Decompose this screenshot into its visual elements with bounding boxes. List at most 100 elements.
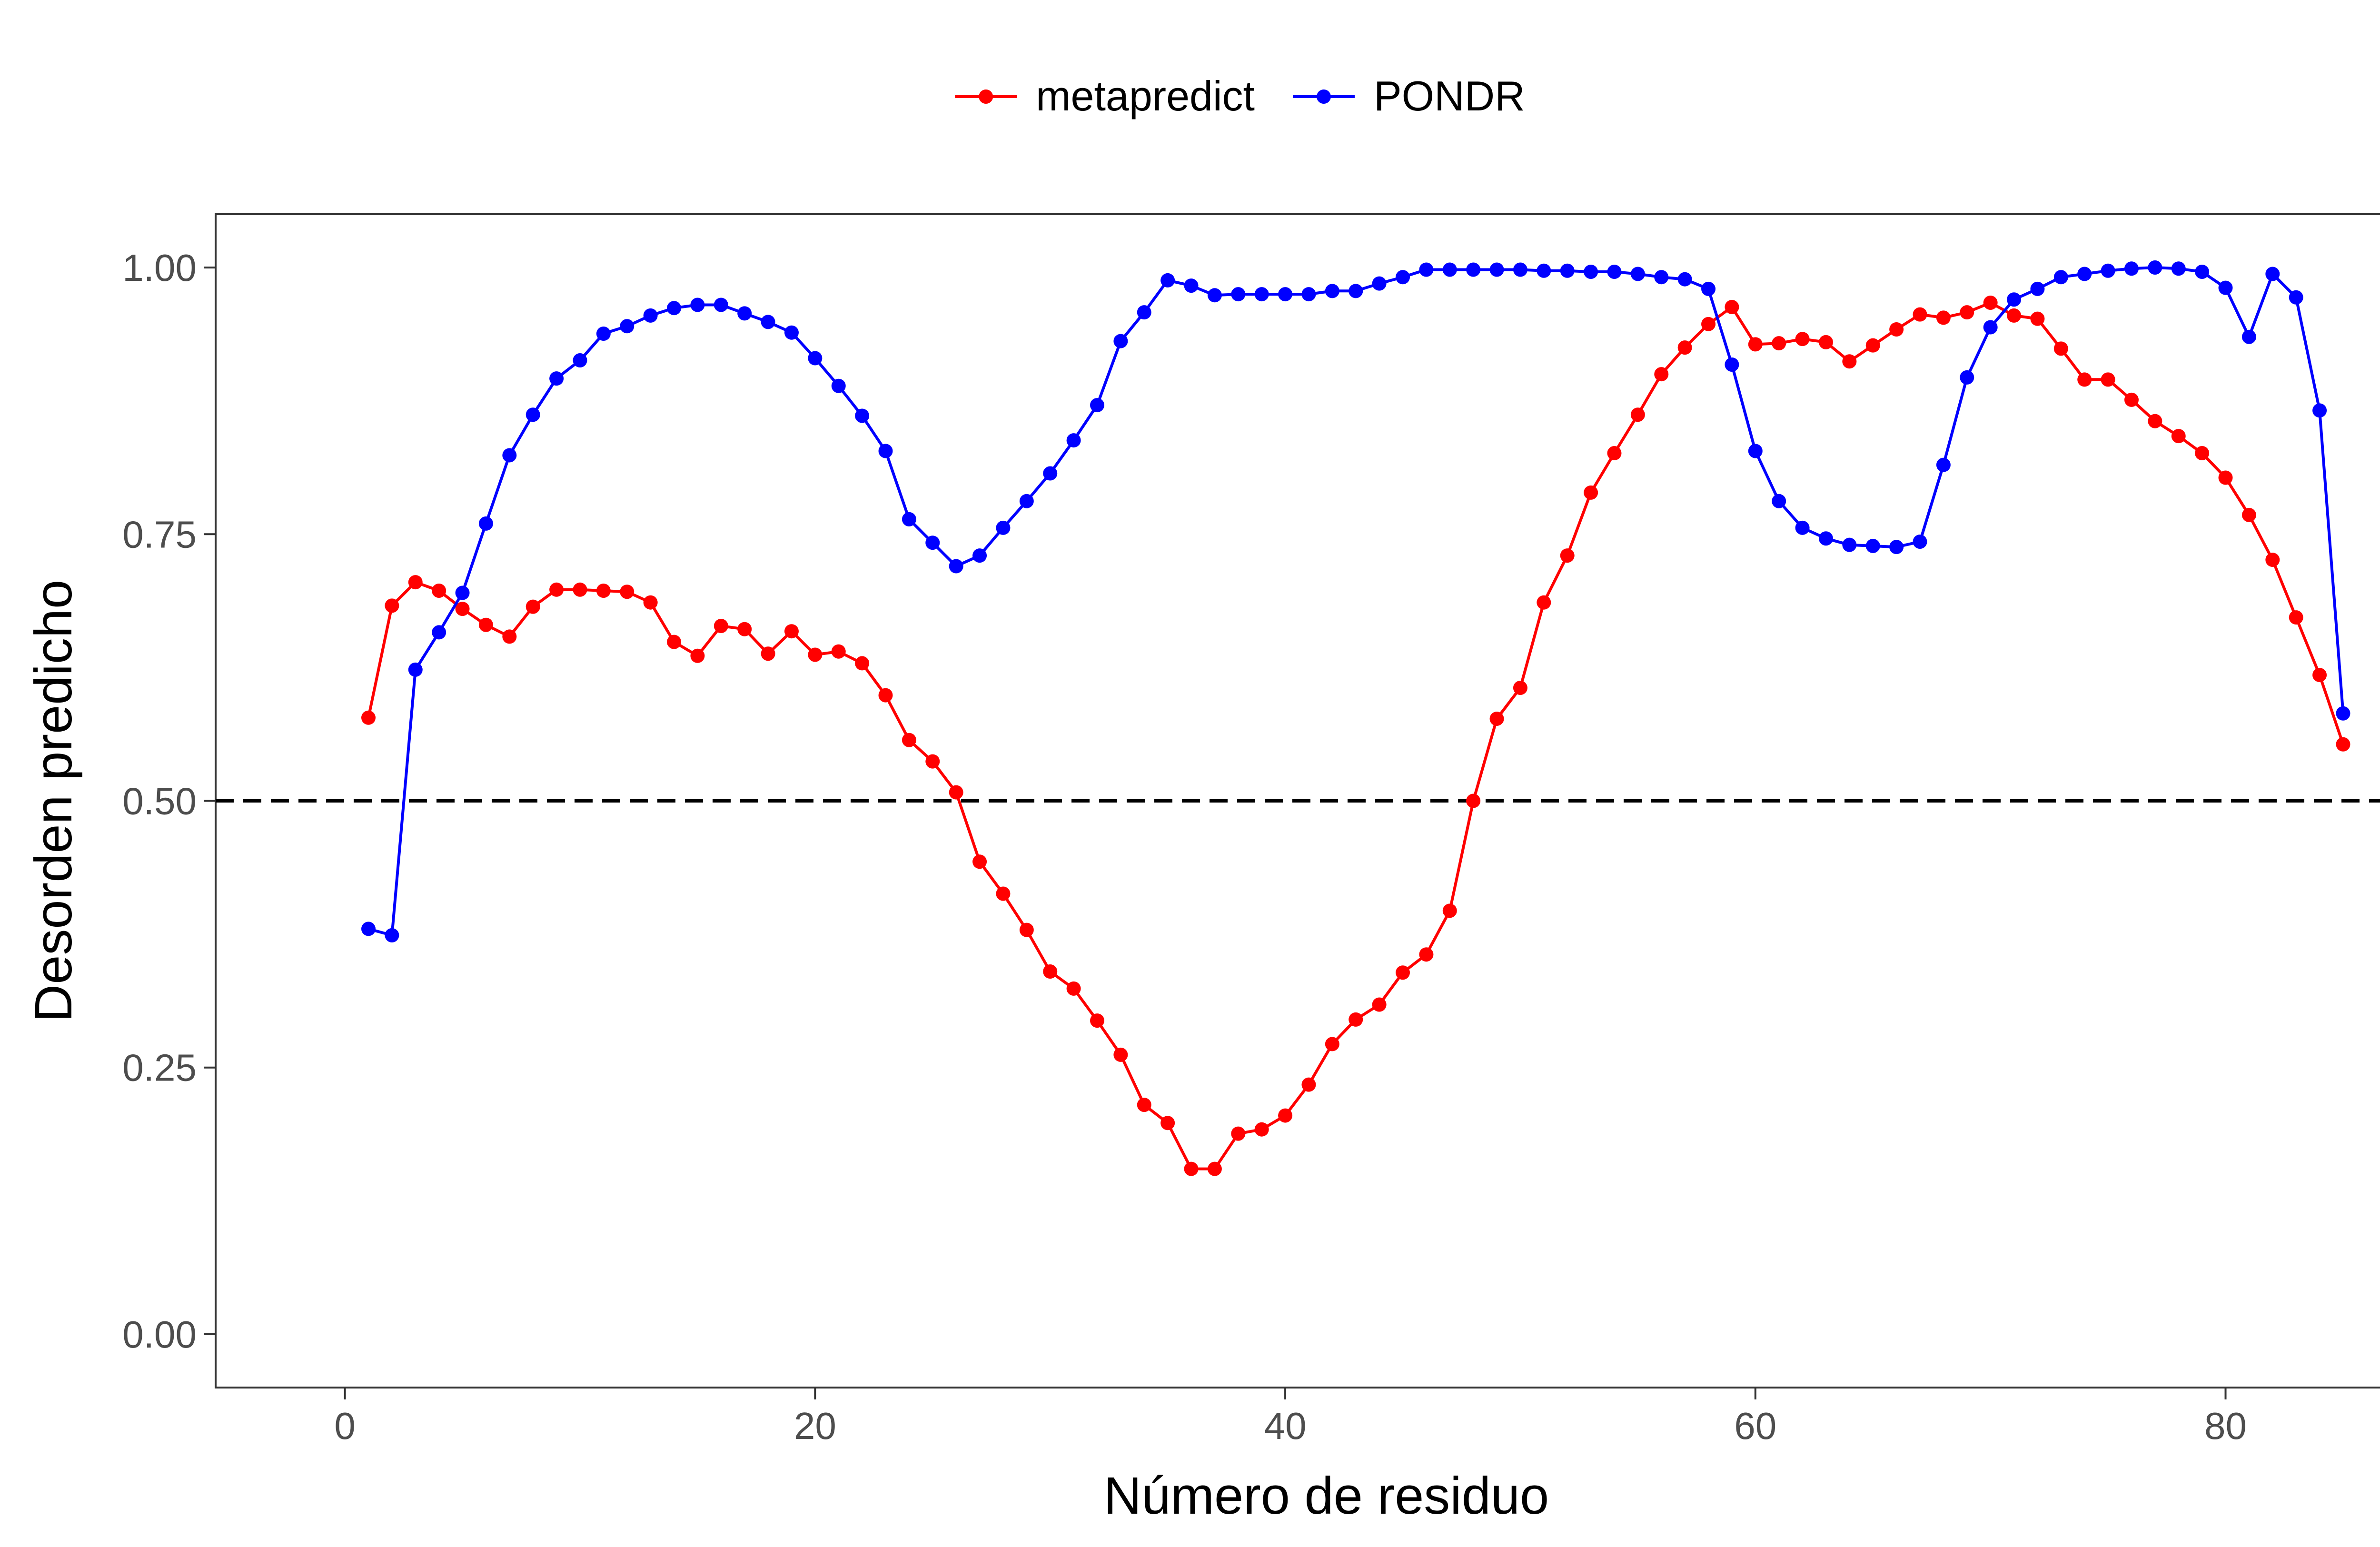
data-point-pondr [1960, 370, 1974, 385]
data-point-pondr [1466, 262, 1481, 277]
data-point-metapredict [714, 618, 728, 633]
legend: metapredict PONDR [955, 72, 1525, 119]
data-point-pondr [1160, 273, 1175, 288]
data-point-metapredict [1818, 335, 1833, 349]
data-point-pondr [1043, 466, 1058, 481]
y-axis: 0.00 0.25 0.50 0.75 1.00 [122, 247, 216, 1356]
data-point-pondr [949, 559, 963, 574]
data-point-pondr [1936, 457, 1951, 472]
data-point-pondr [1772, 494, 1786, 508]
data-point-metapredict [1677, 340, 1692, 355]
data-point-pondr [1301, 287, 1316, 302]
data-point-metapredict [1607, 446, 1622, 460]
data-point-pondr [549, 371, 564, 386]
data-point-metapredict [1466, 793, 1481, 808]
data-point-pondr [2195, 265, 2210, 279]
data-point-metapredict [1372, 997, 1387, 1012]
data-point-pondr [526, 407, 540, 422]
data-point-metapredict [361, 710, 376, 725]
data-point-pondr [1419, 262, 1434, 277]
series-metapredict [361, 295, 2350, 1176]
data-point-metapredict [2218, 470, 2233, 485]
data-point-metapredict [2053, 341, 2068, 356]
data-point-metapredict [1301, 1077, 1316, 1092]
data-point-pondr [432, 625, 446, 640]
data-point-metapredict [620, 585, 635, 599]
data-point-metapredict [2171, 429, 2186, 444]
data-point-pondr [1184, 278, 1199, 293]
data-point-pondr [620, 319, 635, 334]
data-point-metapredict [1889, 322, 1904, 337]
data-point-pondr [2124, 261, 2139, 276]
data-point-metapredict [1278, 1108, 1293, 1123]
data-point-metapredict [737, 622, 752, 636]
data-point-pondr [1254, 287, 1269, 302]
series-line-pondr [368, 266, 2345, 937]
data-point-metapredict [996, 886, 1011, 901]
series-line-metapredict [367, 301, 2345, 1170]
data-point-metapredict [1396, 965, 1410, 980]
data-point-metapredict [2148, 414, 2162, 428]
y-tick-label: 0.50 [122, 780, 197, 823]
data-point-metapredict [667, 635, 682, 649]
data-point-metapredict [2077, 372, 2092, 387]
y-tick-label: 1.00 [122, 247, 197, 289]
data-point-pondr [902, 512, 916, 526]
data-point-metapredict [1560, 548, 1575, 563]
data-point-pondr [667, 301, 682, 316]
data-point-pondr [478, 516, 493, 531]
data-point-metapredict [1207, 1161, 1222, 1176]
data-point-metapredict [1325, 1037, 1339, 1051]
data-point-metapredict [2265, 553, 2280, 567]
data-point-pondr [878, 444, 893, 458]
data-point-metapredict [690, 648, 705, 663]
data-point-metapredict [761, 646, 775, 661]
data-point-metapredict [831, 644, 846, 659]
data-point-pondr [1019, 494, 1034, 508]
data-point-metapredict [1419, 947, 1434, 962]
x-axis: 0 20 40 60 80 [334, 1388, 2247, 1447]
data-point-pondr [2312, 403, 2327, 418]
data-point-pondr [2336, 706, 2350, 721]
data-point-metapredict [1137, 1098, 1151, 1112]
series-layer [361, 260, 2350, 1176]
y-axis-title: Desorden predicho [24, 580, 83, 1022]
series-pondr [361, 260, 2350, 942]
data-point-pondr [2030, 281, 2045, 296]
data-point-metapredict [596, 584, 611, 598]
data-point-pondr [1349, 284, 1363, 298]
data-point-pondr [690, 298, 705, 312]
data-point-pondr [714, 298, 728, 312]
data-point-pondr [1889, 540, 1904, 555]
data-point-metapredict [878, 688, 893, 703]
data-point-pondr [1066, 433, 1081, 448]
legend-key-point-metapredict [979, 89, 993, 104]
data-point-pondr [761, 315, 775, 329]
data-point-metapredict [1772, 336, 1786, 351]
data-point-pondr [1442, 262, 1457, 277]
data-point-pondr [784, 325, 799, 340]
x-axis-title: Número de residuo [1104, 1467, 1549, 1525]
data-point-metapredict [2336, 737, 2350, 752]
data-point-pondr [2289, 290, 2303, 305]
data-point-metapredict [1795, 332, 1810, 347]
legend-label-pondr: PONDR [1374, 72, 1525, 119]
data-point-metapredict [1489, 711, 1504, 726]
data-point-metapredict [1349, 1012, 1363, 1027]
data-point-pondr [831, 378, 846, 393]
data-point-metapredict [855, 656, 870, 671]
x-tick-label: 0 [334, 1405, 356, 1447]
data-point-metapredict [784, 624, 799, 639]
data-point-pondr [502, 448, 517, 463]
data-point-metapredict [1842, 354, 1857, 369]
data-point-pondr [1325, 284, 1339, 298]
data-point-pondr [2101, 263, 2115, 278]
data-point-metapredict [902, 733, 916, 747]
data-point-metapredict [1960, 305, 1974, 320]
data-point-metapredict [1019, 922, 1034, 937]
data-point-metapredict [1584, 485, 1598, 500]
data-point-metapredict [1654, 367, 1669, 382]
x-tick-label: 80 [2204, 1405, 2247, 1447]
data-point-pondr [1537, 263, 1551, 278]
